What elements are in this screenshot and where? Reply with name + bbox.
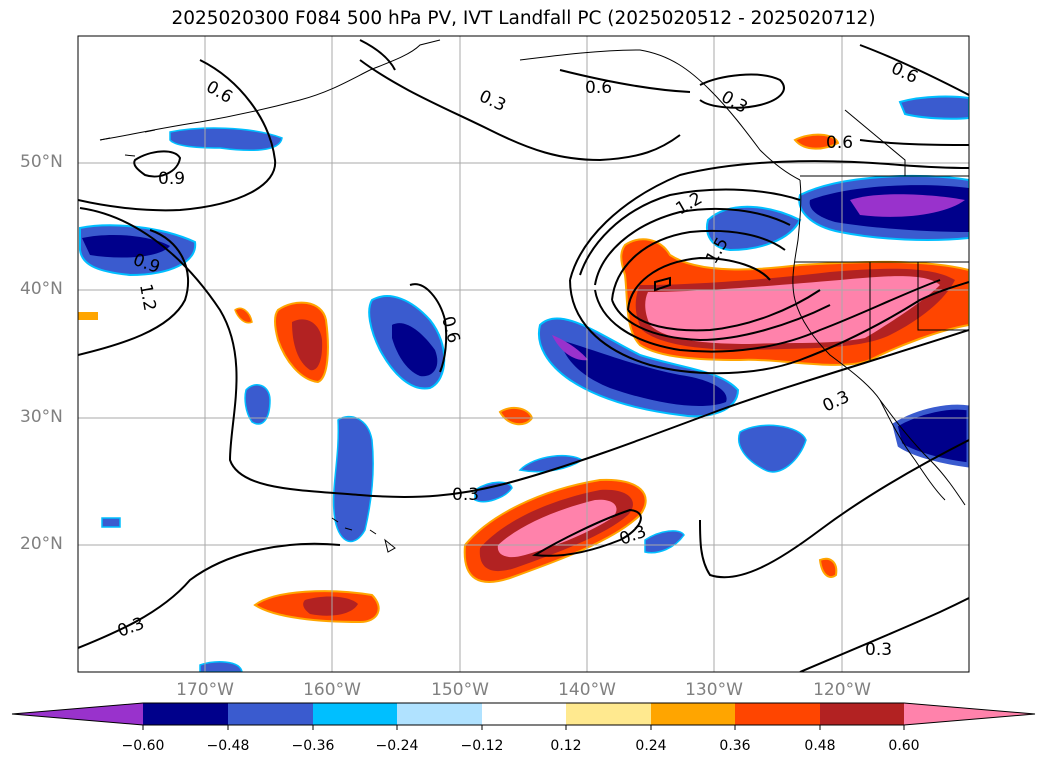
positive-pv-region bbox=[78, 312, 98, 320]
contour-label: 0.3 bbox=[452, 485, 479, 505]
contour-line bbox=[654, 276, 671, 292]
colorbar-tick-label: −0.60 bbox=[121, 738, 165, 754]
colorbar-tick-label: 0.60 bbox=[888, 738, 920, 754]
strong-negative-pv-region bbox=[82, 234, 170, 258]
strong-negative-pv-region bbox=[392, 323, 438, 377]
colorbar-segment bbox=[820, 703, 904, 725]
lat-label: 20°N bbox=[20, 534, 63, 554]
contour-line bbox=[859, 139, 969, 146]
lon-label: 160°W bbox=[303, 680, 361, 700]
colorbar-tick-label: −0.24 bbox=[375, 738, 419, 754]
alaska-coast bbox=[99, 39, 441, 141]
negative-pv-region bbox=[199, 661, 243, 672]
colorbar-extend-high bbox=[904, 703, 1035, 725]
baja-peninsula bbox=[879, 399, 946, 501]
contour-line bbox=[627, 289, 821, 332]
colorbar-tick-label: 0.48 bbox=[804, 738, 836, 754]
ivt-contours bbox=[78, 39, 969, 672]
contour-line bbox=[611, 299, 831, 342]
contour-label: 0.3 bbox=[865, 640, 892, 660]
contour-line bbox=[859, 44, 969, 96]
lon-label: 140°W bbox=[558, 680, 616, 700]
lon-label: 170°W bbox=[176, 680, 234, 700]
contour-label: 0.6 bbox=[826, 133, 853, 153]
negative-pv-region bbox=[474, 481, 513, 503]
positive-pv-region bbox=[793, 133, 840, 150]
contour-label: 0.9 bbox=[158, 169, 185, 189]
positive-pv-region bbox=[818, 557, 838, 579]
contour-line bbox=[699, 439, 969, 579]
contour-line bbox=[594, 207, 791, 286]
colorbar-tick-label: −0.48 bbox=[206, 738, 250, 754]
state-border bbox=[844, 109, 906, 176]
positive-pv-region bbox=[234, 307, 253, 324]
lat-label: 50°N bbox=[20, 152, 63, 172]
colorbar-segment bbox=[651, 703, 735, 725]
contour-line bbox=[78, 542, 341, 649]
colorbar-tick-label: 0.36 bbox=[719, 738, 751, 754]
strongest-positive-pv-region bbox=[645, 276, 940, 344]
lon-label: 120°W bbox=[813, 680, 871, 700]
contour-line bbox=[359, 39, 396, 71]
colorbar-segment bbox=[397, 703, 482, 725]
contour-line bbox=[559, 69, 691, 93]
contour-line bbox=[409, 283, 448, 373]
contour-line bbox=[594, 279, 941, 353]
contour-line bbox=[78, 229, 190, 356]
colorbar-segment bbox=[228, 703, 313, 725]
hawaii-islands bbox=[331, 517, 396, 553]
negative-pv-region bbox=[244, 384, 271, 425]
contour-label: 1.2 bbox=[135, 282, 159, 312]
negative-pv-region bbox=[644, 530, 685, 554]
lon-label: 150°W bbox=[431, 680, 489, 700]
colorbar-segment bbox=[482, 703, 566, 725]
colorbar-segment bbox=[143, 703, 228, 725]
colorbar-tick-label: 0.12 bbox=[550, 738, 582, 754]
colorbar-extend-low bbox=[12, 703, 143, 725]
contour-line bbox=[359, 59, 681, 162]
colorbar-tick-label: −0.12 bbox=[460, 738, 504, 754]
aleutian-islands bbox=[99, 129, 156, 157]
contour-line bbox=[133, 150, 182, 178]
colorbar-segment bbox=[566, 703, 651, 725]
strongest-negative-pv-region bbox=[850, 194, 965, 217]
colorbar-segment bbox=[313, 703, 397, 725]
contour-line bbox=[569, 160, 969, 281]
colorbar-segment bbox=[735, 703, 820, 725]
lat-label: 40°N bbox=[20, 279, 63, 299]
contour-line bbox=[799, 597, 969, 672]
colorbar bbox=[11, 702, 1036, 730]
map-frame bbox=[77, 35, 970, 673]
colorbar-tick-label: −0.36 bbox=[291, 738, 335, 754]
colorbar-tick-label: 0.24 bbox=[635, 738, 667, 754]
contour-line bbox=[531, 508, 642, 557]
contour-line bbox=[627, 256, 771, 311]
negative-pv-region bbox=[898, 95, 969, 120]
strong-negative-pv-region bbox=[560, 340, 727, 407]
contour-line bbox=[611, 229, 786, 301]
contour-label: 0.6 bbox=[585, 78, 612, 98]
gridlines bbox=[78, 36, 969, 672]
lon-label: 130°W bbox=[685, 680, 743, 700]
contour-line bbox=[569, 279, 969, 375]
positive-pv-region-inner bbox=[303, 596, 358, 616]
state-border bbox=[917, 262, 969, 331]
negative-pv-region bbox=[169, 127, 283, 152]
negative-pv-region bbox=[101, 517, 121, 528]
positive-pv-region-inner bbox=[292, 319, 323, 371]
negative-pv-region bbox=[332, 415, 374, 543]
contour-line bbox=[78, 59, 277, 212]
figure-title: 2025020300 F084 500 hPa PV, IVT Landfall… bbox=[171, 8, 876, 29]
contour-line bbox=[579, 188, 801, 276]
negative-pv-region bbox=[738, 424, 807, 473]
strongest-negative-pv-region bbox=[552, 335, 588, 361]
contour-line bbox=[79, 207, 969, 498]
contour-line bbox=[699, 73, 785, 109]
lat-label: 30°N bbox=[20, 407, 63, 427]
